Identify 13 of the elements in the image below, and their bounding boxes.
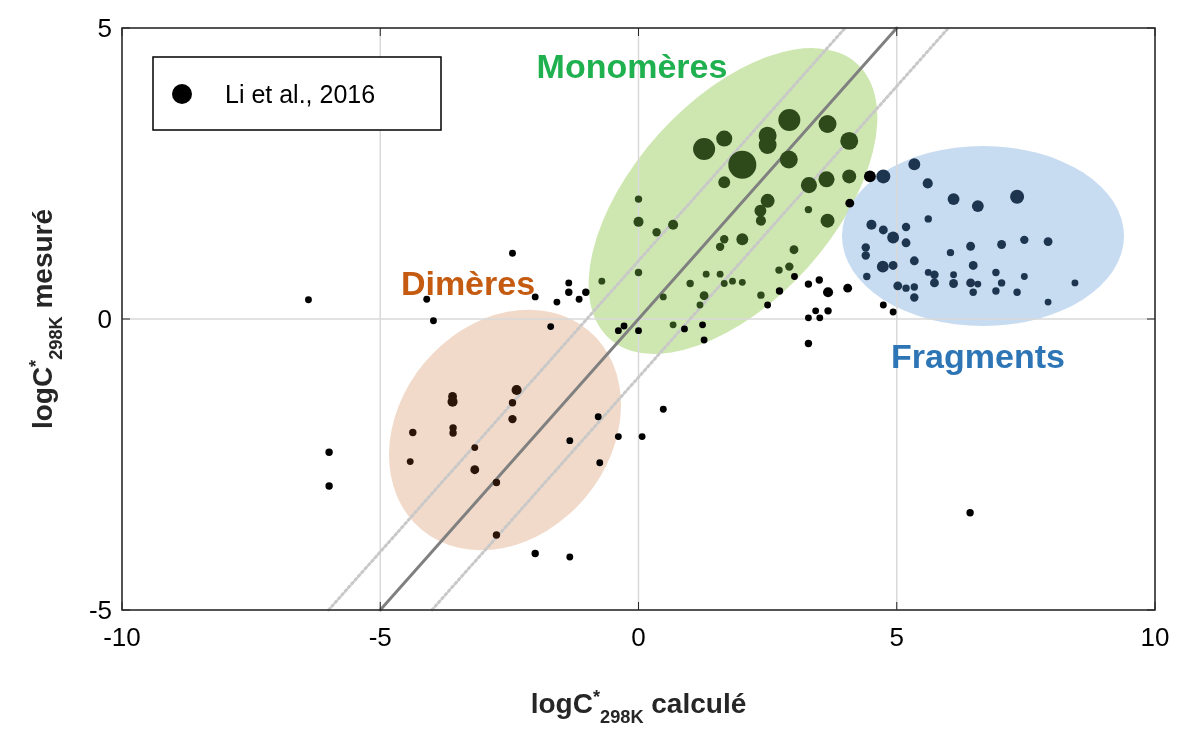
x-axis-title: logC$^{*}$$_{298K}$ calculé [530,687,747,727]
x-tick-label: -5 [368,622,392,652]
annotation: Dimères [400,264,536,302]
y-tick-label: -5 [88,595,112,625]
annotation: Monomères [536,47,728,85]
x-tick-label: 5 [889,622,904,652]
annotation: Fragments [891,337,1065,375]
y-tick-label: 5 [97,13,112,43]
x-tick-label: 10 [1140,622,1170,652]
y-tick-label: 0 [97,304,112,334]
legend: Li et al., 2016 [152,56,442,131]
x-tick-label: -10 [103,622,141,652]
x-tick-label: 0 [631,622,646,652]
